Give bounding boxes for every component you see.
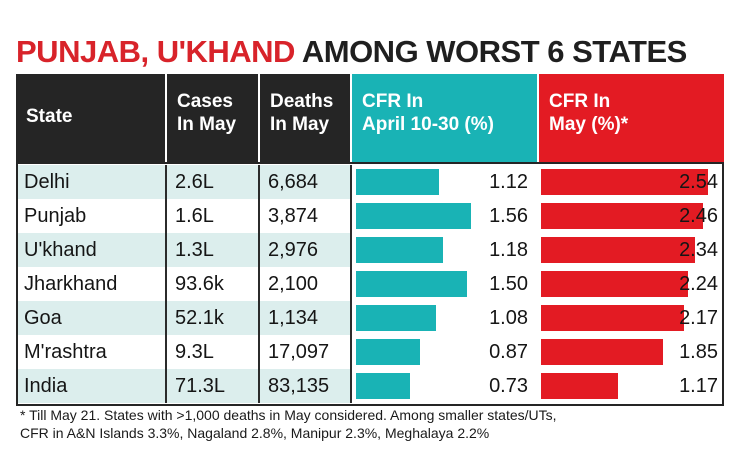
chart-card: PUNJAB, U'KHAND AMONG WORST 6 STATES Sta… xyxy=(16,32,724,443)
cfr-april-label: 1.50 xyxy=(489,273,528,295)
footnote-line-1: * Till May 21. States with >1,000 deaths… xyxy=(20,407,557,423)
title-rest: AMONG WORST 6 STATES xyxy=(301,34,687,69)
state-name: U'khand xyxy=(24,239,97,261)
row-shade xyxy=(167,165,258,199)
cfr-april-bar xyxy=(356,169,439,195)
state-name: India xyxy=(24,375,68,397)
cfr-may-label: 2.54 xyxy=(679,171,718,193)
table-row: India 71.3L 83,135 0.73 1.17 xyxy=(16,369,724,403)
cfr-may-bar xyxy=(541,339,663,365)
row-shade xyxy=(260,233,350,267)
deaths-value: 1,134 xyxy=(268,307,319,329)
header-deaths-line2: In May xyxy=(270,114,330,135)
header-cases-line1: Cases xyxy=(177,91,233,112)
cfr-may-label: 1.85 xyxy=(679,341,718,363)
table-row: U'khand 1.3L 2,976 1.18 2.34 xyxy=(16,233,724,267)
chart-title: PUNJAB, U'KHAND AMONG WORST 6 STATES xyxy=(16,32,724,72)
header-cases: Cases In May xyxy=(167,74,258,162)
row-shade xyxy=(167,369,258,403)
cfr-may-bar xyxy=(541,373,618,399)
header-state: State xyxy=(16,74,165,162)
row-shade xyxy=(16,165,165,199)
header-deaths-line1: Deaths xyxy=(270,91,334,112)
cfr-april-bar xyxy=(356,373,410,399)
cfr-april-bar xyxy=(356,237,443,263)
row-shade xyxy=(16,369,165,403)
header-cfr-may: CFR In May (%)* xyxy=(539,74,724,162)
header-cfr-april: CFR In April 10-30 (%) xyxy=(352,74,537,162)
deaths-value: 2,976 xyxy=(268,239,319,261)
header-deaths: Deaths In May xyxy=(260,74,350,162)
cfr-may-label: 2.46 xyxy=(679,205,718,227)
cfr-may-bar xyxy=(541,305,684,331)
cases-value: 71.3L xyxy=(175,375,226,397)
header-cfr-april-line2: April 10-30 (%) xyxy=(362,114,494,135)
table-row: M'rashtra 9.3L 17,097 0.87 1.85 xyxy=(16,335,724,369)
header-cfr-may-line2: May (%)* xyxy=(549,114,629,135)
deaths-value: 6,684 xyxy=(268,171,319,193)
deaths-value: 2,100 xyxy=(268,273,319,295)
table-header: State Cases In May Deaths In May CFR In … xyxy=(16,74,724,162)
header-cfr-may-line1: CFR In xyxy=(549,91,611,112)
state-name: M'rashtra xyxy=(24,341,107,363)
title-highlight: PUNJAB, U'KHAND xyxy=(16,34,295,69)
cases-value: 9.3L xyxy=(175,341,214,363)
state-name: Delhi xyxy=(24,171,70,193)
cfr-may-label: 2.24 xyxy=(679,273,718,295)
column-divider xyxy=(165,165,167,403)
cfr-may-bar xyxy=(541,237,695,263)
cfr-april-bar xyxy=(356,305,436,331)
cfr-april-label: 0.87 xyxy=(489,341,528,363)
table-row: Delhi 2.6L 6,684 1.12 2.54 xyxy=(16,165,724,199)
state-name: Goa xyxy=(24,307,62,329)
table-border xyxy=(16,162,724,406)
header-cfr-april-line1: CFR In xyxy=(362,91,424,112)
footnote: * Till May 21. States with >1,000 deaths… xyxy=(20,406,720,442)
state-name: Punjab xyxy=(24,205,87,227)
cfr-april-label: 1.56 xyxy=(489,205,528,227)
table-body: Delhi 2.6L 6,684 1.12 2.54 Punjab 1.6L 3,874 1.5… xyxy=(16,165,724,403)
row-shade xyxy=(16,233,165,267)
cases-value: 1.6L xyxy=(175,205,214,227)
column-divider xyxy=(350,165,352,403)
cases-value: 2.6L xyxy=(175,171,214,193)
cases-value: 93.6k xyxy=(175,273,224,295)
cfr-april-label: 1.12 xyxy=(489,171,528,193)
deaths-value: 83,135 xyxy=(268,375,330,397)
row-shade xyxy=(260,369,350,403)
row-shade xyxy=(167,233,258,267)
column-divider xyxy=(258,165,260,403)
deaths-value: 3,874 xyxy=(268,205,319,227)
cfr-may-label: 2.34 xyxy=(679,239,718,261)
cases-value: 52.1k xyxy=(175,307,224,329)
cfr-may-bar xyxy=(541,169,708,195)
deaths-value: 17,097 xyxy=(268,341,330,363)
cfr-april-bar xyxy=(356,271,467,297)
header-state-label: State xyxy=(26,106,73,127)
row-shade xyxy=(167,301,258,335)
row-shade xyxy=(16,301,165,335)
table-row: Jharkhand 93.6k 2,100 1.50 2.24 xyxy=(16,267,724,301)
cfr-april-label: 1.18 xyxy=(489,239,528,261)
cfr-may-label: 2.17 xyxy=(679,307,718,329)
cfr-may-label: 1.17 xyxy=(679,375,718,397)
header-cases-line2: In May xyxy=(177,114,237,135)
row-shade xyxy=(260,301,350,335)
row-shade xyxy=(260,165,350,199)
cfr-april-label: 0.73 xyxy=(489,375,528,397)
cfr-april-bar xyxy=(356,203,471,229)
cfr-may-bar xyxy=(541,203,703,229)
footnote-line-2: CFR in A&N Islands 3.3%, Nagaland 2.8%, … xyxy=(20,425,490,441)
table-row: Punjab 1.6L 3,874 1.56 2.46 xyxy=(16,199,724,233)
cfr-may-bar xyxy=(541,271,688,297)
table-row: Goa 52.1k 1,134 1.08 2.17 xyxy=(16,301,724,335)
cfr-april-bar xyxy=(356,339,420,365)
cfr-april-label: 1.08 xyxy=(489,307,528,329)
state-name: Jharkhand xyxy=(24,273,118,295)
cases-value: 1.3L xyxy=(175,239,214,261)
